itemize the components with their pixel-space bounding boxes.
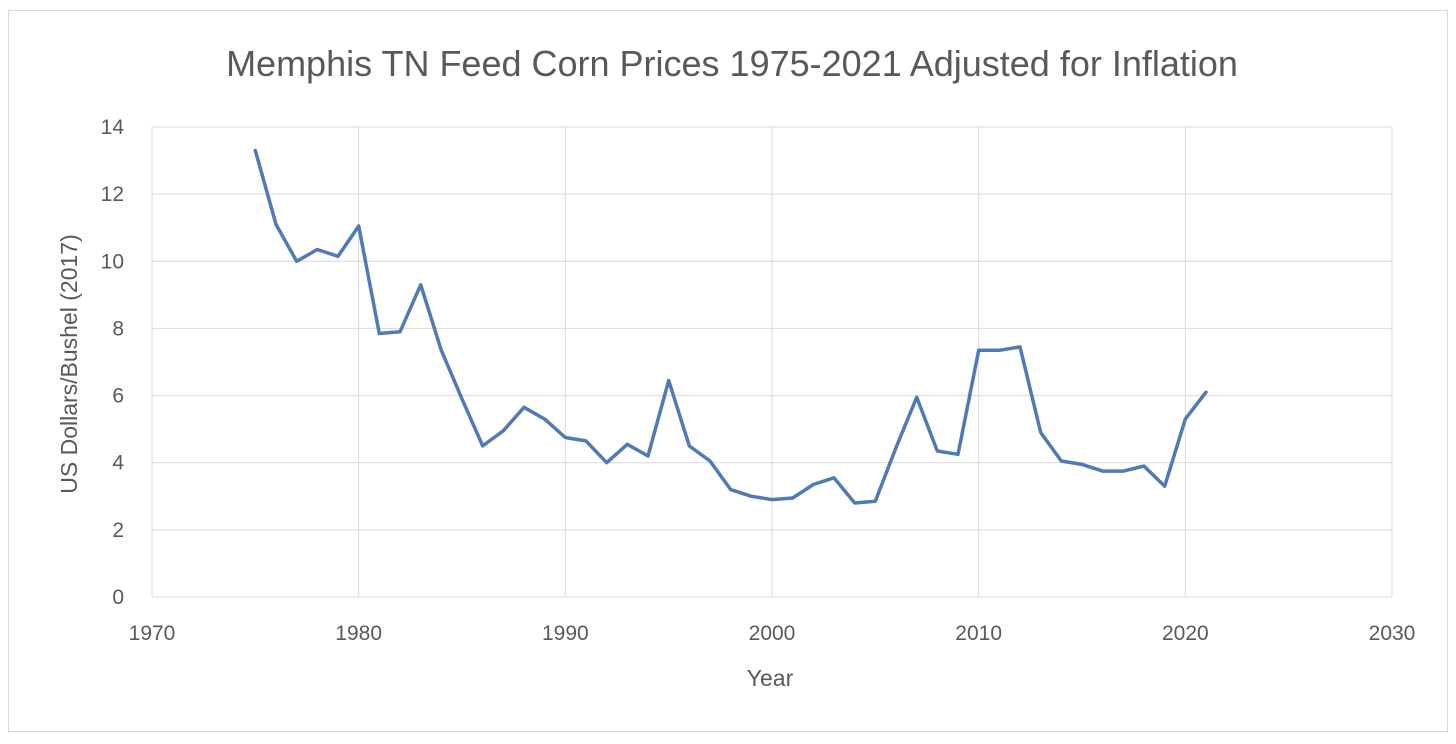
data-point [336, 254, 340, 258]
data-point [770, 498, 774, 502]
chart-frame [8, 10, 1448, 732]
data-point [1018, 345, 1022, 349]
y-tick-label: 12 [101, 183, 124, 206]
data-point [460, 397, 464, 401]
data-point [357, 224, 361, 228]
y-tick-label: 2 [112, 519, 124, 542]
data-point [315, 248, 319, 252]
data-point [1059, 459, 1063, 463]
data-point [853, 501, 857, 505]
x-axis-label: Year [747, 665, 794, 691]
data-point [295, 259, 299, 263]
series-layer [253, 148, 1208, 505]
gridlines [151, 126, 1393, 598]
data-point [274, 222, 278, 226]
data-point [377, 331, 381, 335]
data-point [687, 444, 691, 448]
data-point [1204, 390, 1208, 394]
y-tick-label: 10 [101, 250, 124, 273]
data-point [729, 488, 733, 492]
data-point [1142, 464, 1146, 468]
y-tick-label: 8 [112, 317, 124, 340]
data-point [997, 348, 1001, 352]
data-point [439, 348, 443, 352]
data-point [791, 496, 795, 500]
data-point [811, 483, 815, 487]
y-tick-label: 4 [112, 452, 124, 475]
data-point [1183, 417, 1187, 421]
data-point [563, 436, 567, 440]
y-tick-label: 6 [112, 385, 124, 408]
data-point [646, 454, 650, 458]
data-point [956, 452, 960, 456]
tick-labels: 0 2 4 6 8 10 12 14 1970 1980 1990 2000 2010 2020 2030 [101, 116, 1416, 645]
data-point [522, 405, 526, 409]
data-point [873, 499, 877, 503]
x-tick-label: 1990 [542, 622, 589, 645]
chart-title: Memphis TN Feed Corn Prices 1975-2021 Ad… [226, 43, 1238, 84]
y-axis-label: US Dollars/Bushel (2017) [56, 234, 82, 494]
data-point [1039, 431, 1043, 435]
x-tick-label: 2030 [1369, 622, 1416, 645]
price-series-line [253, 148, 1208, 505]
data-point [935, 449, 939, 453]
x-tick-label: 2020 [1162, 622, 1209, 645]
data-point [398, 330, 402, 334]
y-tick-label: 14 [101, 116, 125, 139]
x-tick-label: 2000 [749, 622, 796, 645]
data-point [708, 459, 712, 463]
data-point [894, 446, 898, 450]
data-point [1163, 484, 1167, 488]
data-point [543, 417, 547, 421]
x-tick-label: 1980 [335, 622, 382, 645]
data-point [253, 149, 257, 153]
data-point [605, 461, 609, 465]
data-point [977, 348, 981, 352]
data-point [584, 439, 588, 443]
data-point [419, 283, 423, 287]
x-tick-label: 1970 [129, 622, 176, 645]
data-point [501, 429, 505, 433]
data-point [1101, 469, 1105, 473]
y-tick-label: 0 [112, 586, 124, 609]
data-point [667, 378, 671, 382]
data-point [625, 442, 629, 446]
data-point [832, 476, 836, 480]
data-point [1121, 469, 1125, 473]
x-tick-label: 2010 [955, 622, 1002, 645]
data-point [749, 494, 753, 498]
data-point [1080, 462, 1084, 466]
data-point [481, 444, 485, 448]
data-point [915, 395, 919, 399]
